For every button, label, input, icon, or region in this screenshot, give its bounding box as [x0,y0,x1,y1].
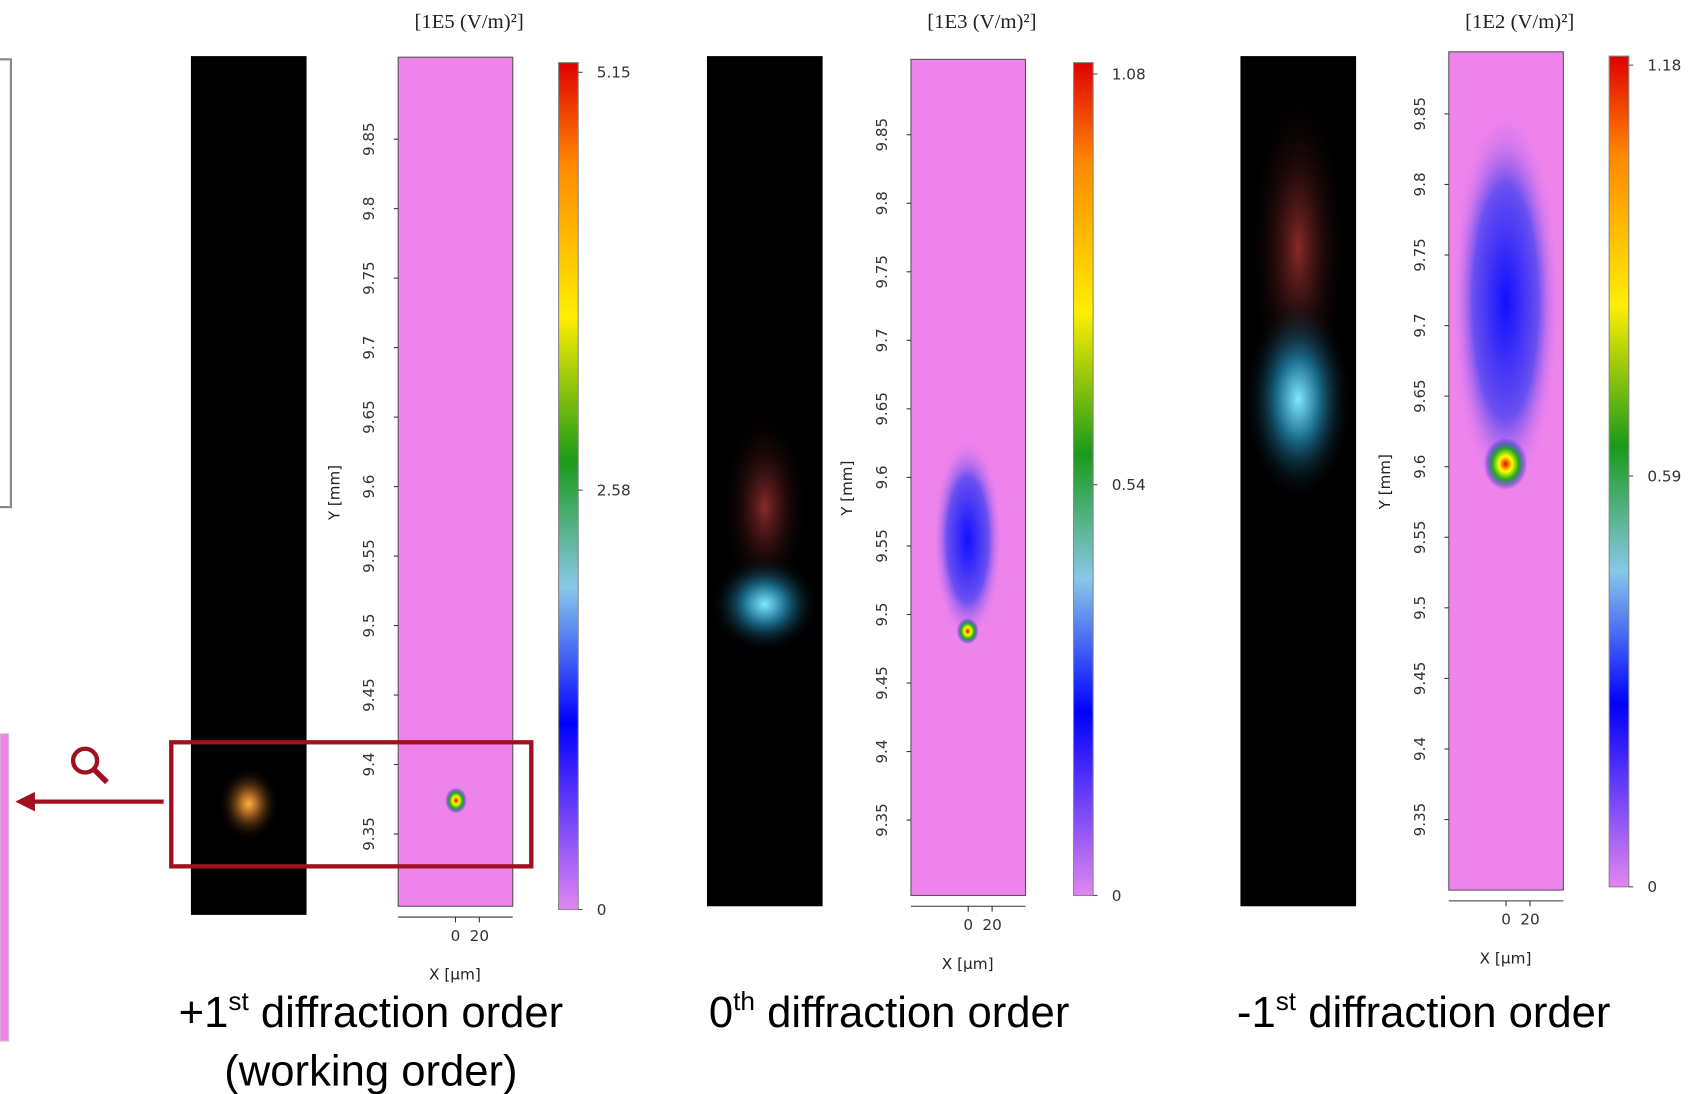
y-tick-label: 9.35 [1411,803,1429,837]
colorbar [1608,55,1630,888]
spot [956,618,979,645]
caption: -1st diffraction order [1237,986,1611,1037]
colorbar-tick-label: 0 [597,901,607,919]
colorbar-tick-label: 0.54 [1112,476,1146,494]
colorbar-tick-label: 5.15 [597,64,631,82]
spot [1243,296,1353,502]
y-tick-label: 9.4 [873,740,891,764]
caption-rest: diffraction order [755,989,1069,1037]
y-tick-label: 9.85 [1411,97,1429,131]
x-axis-label: X [µm] [942,955,994,973]
spot [1483,438,1528,490]
caption-prefix: -1 [1237,989,1276,1037]
highlight-box [169,740,534,869]
spot [932,436,1003,642]
panels: 9.35 9.4 9.45 9.5 9.55 9.6 9.65 9.7 9.75 9.8 9.85 Y… [179,11,1682,1094]
caption-sup: st [1276,986,1297,1016]
side-strip [0,733,10,1042]
y-tick-label: 9.6 [1411,455,1429,479]
y-tick-label: 9.75 [1411,238,1429,272]
caption: 0th diffraction order [709,986,1069,1037]
x-axis-label: X [µm] [429,966,481,984]
y-tick-label: 9.8 [1411,172,1429,196]
x-tick-label: 0 [1501,911,1511,929]
y-tick-label: 9.5 [873,602,891,626]
x-tick-label: 20 [1520,911,1539,929]
caption-line2: (working order) [224,1048,517,1094]
y-tick-label: 9.85 [873,118,891,152]
caption-prefix: +1 [179,989,229,1037]
y-tick-label: 9.35 [360,817,378,851]
x-tick-label: 0 [451,927,461,945]
y-tick-label: 9.6 [873,465,891,489]
unit-label: [1E5 (V/m)²] [415,11,524,33]
spot [1450,107,1561,497]
y-tick-label: 9.35 [873,803,891,837]
caption: +1st diffraction order [179,986,563,1037]
y-tick-label: 9.7 [1411,314,1429,338]
y-tick-label: 9.4 [1411,737,1429,761]
magnifier [70,746,100,775]
x-tick-label: 20 [982,916,1001,934]
spot [710,555,820,653]
y-tick-label: 9.75 [360,261,378,295]
x-tick-label: 0 [963,916,973,934]
y-axis-label: Y [mm] [1376,454,1394,510]
colorbar-tick-label: 1.18 [1647,57,1681,75]
colorbar-tick-label: 0 [1647,878,1657,896]
y-tick-label: 9.45 [1411,662,1429,696]
x-tick-label: 20 [470,927,489,945]
caption-sup: th [733,986,755,1016]
y-tick-label: 9.55 [360,539,378,573]
y-tick-label: 9.7 [873,328,891,352]
caption-rest: diffraction order [249,989,563,1037]
colorbar [558,62,579,911]
y-tick-label: 9.65 [360,400,378,434]
y-tick-label: 9.65 [1411,379,1429,413]
unit-label: [1E3 (V/m)²] [927,11,1036,33]
magnifier-handle [91,767,109,785]
y-tick-label: 9.65 [873,392,891,426]
caption-sup: st [228,986,249,1016]
colorbar [1072,62,1094,897]
y-tick-label: 9.55 [873,529,891,563]
colorbar-tick-label: 2.58 [597,482,631,500]
spot [445,787,467,814]
y-axis-label: Y [mm] [325,465,343,521]
y-tick-label: 9.45 [360,678,378,712]
side-panel [0,58,13,509]
caption-rest: diffraction order [1296,989,1610,1037]
y-tick-label: 9.85 [360,122,378,156]
y-tick-label: 9.4 [360,753,378,777]
y-tick-label: 9.75 [873,255,891,289]
spot [218,767,280,841]
y-tick-label: 9.6 [360,475,378,499]
y-tick-label: 9.7 [360,336,378,360]
spot [721,409,809,605]
colorbar-tick-label: 0.59 [1647,467,1681,485]
unit-label: [1E2 (V/m)²] [1465,11,1574,33]
arrow-head [15,791,35,812]
y-tick-label: 9.55 [1411,520,1429,554]
y-axis-label: Y [mm] [838,461,856,517]
x-axis-label: X [µm] [1480,950,1532,968]
y-tick-label: 9.45 [873,666,891,700]
heatmap [397,56,514,907]
y-tick-label: 9.8 [360,197,378,221]
colorbar-tick-label: 0 [1112,887,1122,905]
y-tick-label: 9.5 [360,614,378,638]
colorbar-tick-label: 1.08 [1112,65,1146,83]
y-tick-label: 9.5 [1411,596,1429,620]
caption-prefix: 0 [709,989,733,1037]
y-tick-label: 9.8 [873,191,891,215]
